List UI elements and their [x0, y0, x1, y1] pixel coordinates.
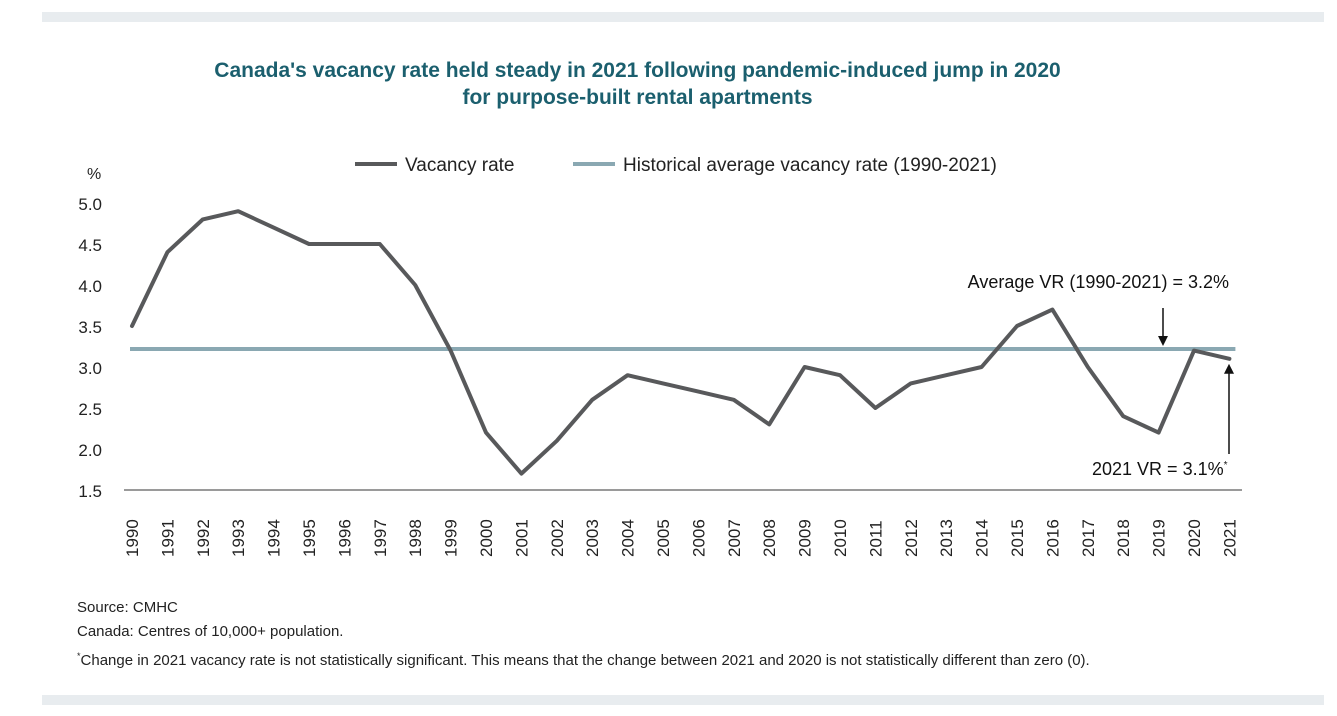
x-tick-label: 2009: [796, 519, 815, 557]
latest-annotation-text: 2021 VR = 3.1%: [1092, 459, 1224, 479]
y-tick-label: 3.5: [78, 318, 102, 337]
x-tick-label: 2012: [902, 519, 921, 557]
legend-label-vacancy-rate: Vacancy rate: [405, 155, 514, 176]
x-tick-label: 1992: [194, 519, 213, 557]
x-tick-label: 1996: [335, 519, 354, 557]
x-tick-label: 2016: [1043, 519, 1062, 557]
y-tick-label: 2.5: [78, 400, 102, 419]
x-tick-label: 2002: [548, 519, 567, 557]
footnote-text: Change in 2021 vacancy rate is not stati…: [80, 652, 1090, 669]
chart-title-line-1: Canada's vacancy rate held steady in 202…: [214, 59, 1061, 82]
x-tick-label: 2010: [831, 519, 850, 557]
x-tick-label: 2015: [1008, 519, 1027, 557]
x-tick-label: 2014: [973, 519, 992, 557]
x-tick-label: 2011: [866, 520, 885, 557]
latest-annotation-label: 2021 VR = 3.1%*: [1092, 459, 1228, 479]
scope-note: Canada: Centres of 10,000+ population.: [77, 623, 344, 640]
x-tick-label: 1998: [406, 519, 425, 557]
source-note: Source: CMHC: [77, 599, 178, 616]
bottom-divider-band: [42, 695, 1324, 705]
y-tick-label: 1.5: [78, 482, 102, 501]
x-tick-label: 2000: [477, 519, 496, 557]
x-tick-label: 2007: [725, 519, 744, 557]
x-tick-label: 2013: [937, 519, 956, 557]
x-tick-label: 1990: [123, 519, 142, 557]
average-annotation-label: Average VR (1990-2021) = 3.2%: [968, 272, 1229, 292]
x-tick-label: 2017: [1079, 519, 1098, 557]
y-tick-label: 5.0: [78, 195, 102, 214]
y-tick-label: 3.0: [78, 359, 102, 378]
x-tick-label: 2003: [583, 519, 602, 557]
x-tick-label: 2001: [512, 519, 531, 557]
chart-notes: Source: CMHC Canada: Centres of 10,000+ …: [77, 596, 1090, 673]
x-tick-label: 1991: [158, 519, 177, 557]
x-tick-label: 2019: [1150, 519, 1169, 557]
x-tick-label: 2008: [760, 519, 779, 557]
plot-area: [130, 209, 1236, 476]
x-axis: 1990 1991 1992 1993 1994 1995 1996 1997 1998 1999…: [123, 489, 1242, 557]
footnote-mark: *: [77, 651, 81, 661]
y-tick-label: 2.0: [78, 441, 102, 460]
x-tick-label: 2018: [1114, 519, 1133, 557]
x-tick-label: 1999: [442, 519, 461, 557]
y-axis: % 5.0 4.5 4.0 3.5 3.0 2.5 2.0 1.5: [78, 166, 102, 501]
x-tick-label: 1995: [300, 519, 319, 557]
chart-title: Canada's vacancy rate held steady in 202…: [0, 57, 1275, 111]
x-tick-label: 2021: [1220, 519, 1239, 557]
y-tick-label: 4.0: [78, 277, 102, 296]
x-tick-label: 2005: [654, 519, 673, 557]
legend-label-historical-average: Historical average vacancy rate (1990-20…: [623, 155, 997, 176]
footnote: *Change in 2021 vacancy rate is not stat…: [77, 644, 1090, 673]
x-tick-label: 1993: [229, 519, 248, 557]
annotations: Average VR (1990-2021) = 3.2% 2021 VR = 3…: [968, 272, 1234, 479]
x-tick-label: 2020: [1185, 519, 1204, 557]
latest-annotation-footnote-mark: *: [1224, 460, 1228, 471]
x-tick-label: 2006: [689, 519, 708, 557]
chart-title-line-2: for purpose-built rental apartments: [462, 86, 813, 109]
x-tick-label: 1994: [265, 519, 284, 557]
x-tick-label: 2004: [619, 519, 638, 557]
series-vacancy-rate-line: [130, 209, 1232, 476]
x-tick-label: 1997: [371, 519, 390, 557]
legend: Vacancy rate Historical average vacancy r…: [355, 155, 997, 176]
y-axis-label: %: [87, 166, 101, 183]
y-tick-label: 4.5: [78, 236, 102, 255]
top-divider-band: [42, 12, 1324, 22]
